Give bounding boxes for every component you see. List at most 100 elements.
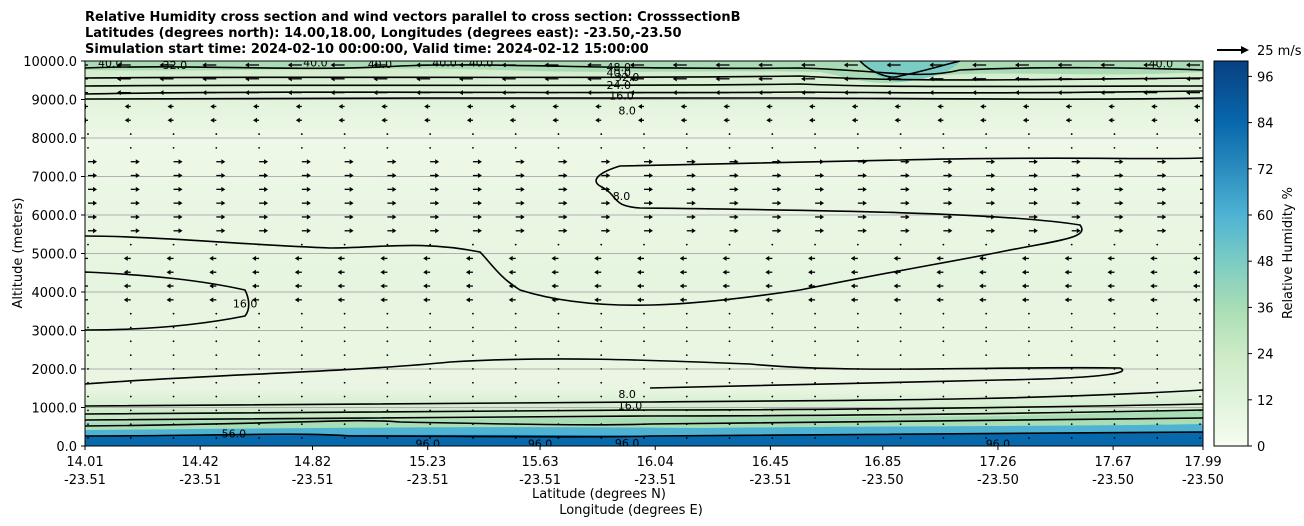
wind-vector-head bbox=[294, 255, 299, 261]
wind-vector-head bbox=[123, 269, 128, 275]
wind-vector bbox=[600, 409, 603, 412]
wind-vector-head bbox=[209, 255, 214, 261]
wind-vector-head bbox=[691, 173, 696, 179]
wind-vector bbox=[386, 340, 389, 343]
wind-vector bbox=[1028, 146, 1030, 149]
wind-vector bbox=[172, 423, 175, 426]
wind-vector-head bbox=[159, 76, 164, 82]
wind-vector-head bbox=[435, 159, 440, 165]
wind-vector-head bbox=[765, 269, 770, 275]
wind-vector bbox=[643, 437, 645, 439]
wind-vector bbox=[514, 409, 517, 412]
wind-vector-head bbox=[93, 228, 97, 234]
wind-vector bbox=[300, 326, 303, 329]
wind-vector-head bbox=[991, 173, 996, 179]
wind-vector bbox=[985, 437, 988, 439]
contour-labels: 40.0 32.0 40.0 40.0 40.0 40.0 48.040.032.024.0… bbox=[98, 61, 1173, 451]
wind-vector-head bbox=[637, 255, 641, 261]
wind-vector bbox=[814, 340, 816, 343]
wind-vector-head bbox=[1194, 117, 1198, 123]
wind-vector bbox=[472, 312, 474, 315]
wind-vector bbox=[129, 354, 132, 357]
wind-vector-head bbox=[1119, 228, 1124, 234]
wind-vector bbox=[942, 340, 945, 343]
wind-vector bbox=[814, 381, 816, 384]
wind-vector bbox=[942, 146, 945, 149]
y-tick-label: 8000.0 bbox=[32, 132, 78, 147]
wind-vector bbox=[771, 381, 774, 384]
wind-vector-head bbox=[1150, 283, 1155, 289]
wind-vector-head bbox=[1022, 103, 1027, 109]
wind-vector-head bbox=[850, 283, 855, 289]
wind-vector bbox=[1199, 340, 1201, 343]
wind-vector-head bbox=[679, 283, 684, 289]
wind-vector bbox=[856, 381, 859, 384]
x-tick-label-lat: 16.85 bbox=[864, 455, 901, 470]
wind-vector-head bbox=[801, 62, 806, 68]
wind-vector bbox=[600, 312, 603, 315]
wind-vector bbox=[472, 146, 474, 149]
wind-vector-head bbox=[563, 228, 568, 234]
wind-vector-head bbox=[715, 62, 720, 68]
wind-vector-head bbox=[166, 297, 171, 303]
wind-vector-head bbox=[1021, 297, 1026, 303]
wind-vector-head bbox=[1119, 214, 1124, 220]
wind-vector-head bbox=[338, 117, 343, 123]
wind-vector-head bbox=[606, 200, 611, 206]
wind-vector-head bbox=[820, 214, 825, 220]
wind-vector bbox=[1070, 133, 1073, 135]
wind-vector bbox=[129, 395, 132, 398]
wind-vector-head bbox=[936, 297, 941, 303]
wind-vector bbox=[856, 409, 859, 412]
wind-vector-head bbox=[252, 283, 257, 289]
wind-vector-head bbox=[843, 62, 848, 68]
wind-vector bbox=[643, 312, 645, 315]
wind-vector bbox=[771, 395, 774, 398]
wind-vector bbox=[215, 395, 218, 398]
wind-vector-head bbox=[373, 90, 378, 96]
wind-vector bbox=[386, 146, 389, 149]
wind-vector bbox=[985, 146, 988, 149]
wind-vector bbox=[429, 381, 432, 384]
wind-vector-head bbox=[435, 173, 440, 179]
contour-96-lower bbox=[85, 431, 1203, 438]
wind-vector bbox=[856, 326, 859, 329]
wind-vector bbox=[1070, 423, 1073, 426]
wind-vector bbox=[1113, 368, 1116, 370]
wind-vector bbox=[1028, 340, 1030, 343]
wind-vector bbox=[172, 368, 175, 370]
wind-vector bbox=[129, 368, 132, 370]
contour-label: 96.0 bbox=[415, 438, 440, 451]
wind-vector bbox=[985, 395, 988, 398]
wind-vector bbox=[942, 409, 945, 412]
contour-label: 96.0 bbox=[528, 438, 553, 451]
wind-vector-head bbox=[93, 173, 97, 179]
wind-vector-head bbox=[349, 159, 354, 165]
wind-vector bbox=[87, 381, 89, 384]
wind-vector bbox=[1199, 326, 1201, 329]
contour-56-lower bbox=[85, 417, 1203, 427]
wind-vector-head bbox=[221, 173, 226, 179]
wind-vector bbox=[87, 326, 89, 329]
wind-vector bbox=[643, 395, 645, 398]
contour-label: 8.0 bbox=[613, 190, 631, 203]
wind-vector bbox=[685, 340, 688, 343]
wind-vector-head bbox=[886, 90, 891, 96]
wind-vector-head bbox=[777, 186, 782, 192]
colorbar-ticks: 0 12 24 36 48 60 72 84 96 bbox=[1248, 70, 1274, 455]
wind-vector-head bbox=[1064, 269, 1069, 275]
wind-vector-head bbox=[306, 228, 311, 234]
wind-vector-head bbox=[294, 269, 299, 275]
wind-vector-head bbox=[1107, 297, 1112, 303]
wind-vector bbox=[129, 243, 132, 246]
wind-vector bbox=[985, 368, 988, 370]
wind-vector bbox=[985, 243, 988, 246]
wind-vector-head bbox=[680, 117, 685, 123]
wind-vector-head bbox=[1107, 283, 1112, 289]
wind-vector-head bbox=[210, 103, 215, 109]
wind-vector-head bbox=[979, 255, 984, 261]
wind-vector-head bbox=[202, 62, 207, 68]
wind-vector-head bbox=[734, 186, 739, 192]
colorbar-tick-label: 72 bbox=[1257, 163, 1274, 178]
